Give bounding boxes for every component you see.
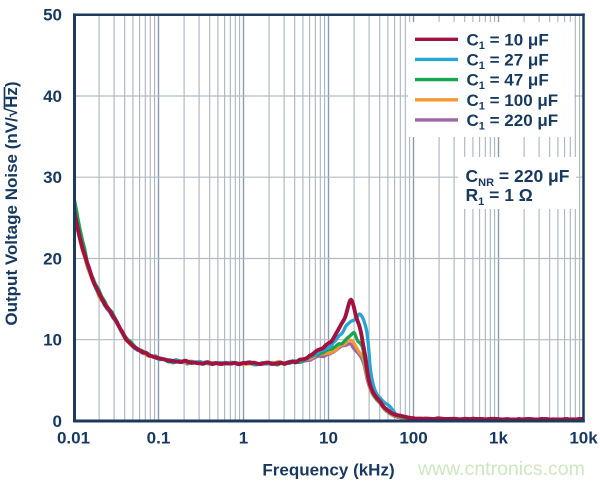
svg-text:100: 100 [399, 429, 427, 448]
svg-text:Frequency (kHz): Frequency (kHz) [262, 461, 394, 480]
svg-text:50: 50 [43, 6, 62, 25]
svg-text:C1 = 47 μF: C1 = 47 μF [467, 71, 549, 93]
svg-text:0.1: 0.1 [147, 429, 171, 448]
svg-text:20: 20 [43, 250, 62, 269]
svg-text:www.cntronics.com: www.cntronics.com [417, 458, 585, 480]
svg-text:C1 = 220 μF: C1 = 220 μF [467, 111, 559, 132]
svg-text:C1 = 10 μF: C1 = 10 μF [467, 30, 549, 52]
svg-text:C1 = 100 μF: C1 = 100 μF [467, 91, 559, 113]
svg-text:40: 40 [43, 87, 62, 106]
svg-text:R1 = 1 Ω: R1 = 1 Ω [466, 185, 533, 208]
svg-text:0.01: 0.01 [57, 429, 90, 448]
svg-text:10k: 10k [569, 429, 598, 448]
svg-text:0: 0 [53, 412, 62, 431]
svg-text:10: 10 [319, 429, 338, 448]
svg-text:30: 30 [43, 168, 62, 187]
svg-text:Output Voltage Noise (nV/√Hz): Output Voltage Noise (nV/√Hz) [2, 81, 21, 325]
svg-text:10: 10 [43, 331, 62, 350]
svg-text:C1 = 27 μF: C1 = 27 μF [467, 50, 549, 72]
svg-text:1: 1 [239, 429, 248, 448]
svg-text:1k: 1k [489, 429, 508, 448]
